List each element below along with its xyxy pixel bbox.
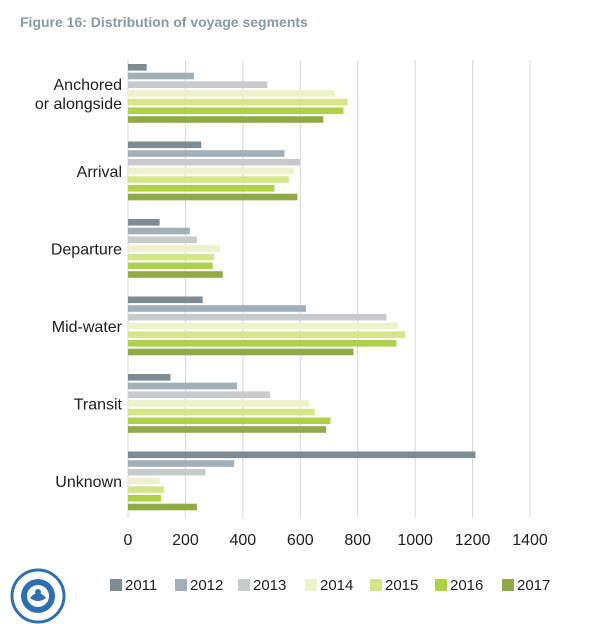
bar <box>128 400 309 407</box>
x-tick-label: 800 <box>344 532 371 549</box>
bar <box>128 486 164 493</box>
legend-label: 2011 <box>125 577 157 594</box>
bar <box>128 219 160 226</box>
x-tick-label: 400 <box>230 532 257 549</box>
bar <box>128 176 289 183</box>
bar <box>128 107 344 115</box>
bar <box>128 408 315 416</box>
bar <box>128 331 406 338</box>
x-tick-labels: 0 200 400 600 800 1000 1200 1400 <box>124 532 548 549</box>
bar <box>128 81 268 88</box>
bar <box>128 90 335 97</box>
x-tick-label: 1200 <box>455 532 491 549</box>
category-label: Arrival <box>77 164 122 181</box>
bar <box>128 451 476 459</box>
bar <box>128 305 307 312</box>
category-label: Mid-water <box>52 319 123 336</box>
bar <box>128 185 275 192</box>
bar <box>128 503 197 511</box>
chart-title: Figure 16: Distribution of voyage segmen… <box>20 14 308 30</box>
seal-logo-icon <box>10 568 66 624</box>
bar <box>128 158 301 166</box>
bar <box>128 262 213 270</box>
legend-swatch <box>110 579 122 591</box>
legend-label: 2014 <box>320 577 353 594</box>
legend-label: 2013 <box>253 577 286 594</box>
bar <box>128 340 397 347</box>
bars <box>128 64 476 511</box>
bar <box>128 382 238 390</box>
x-tick-label: 0 <box>124 532 133 549</box>
category-label: Transit <box>74 396 123 413</box>
legend-label: 2012 <box>190 577 223 594</box>
bar <box>128 245 220 252</box>
bar <box>128 348 354 356</box>
legend-label: 2016 <box>450 577 483 594</box>
bar <box>128 468 206 476</box>
legend-swatch <box>370 579 382 591</box>
bar <box>128 296 203 304</box>
bar <box>128 495 162 502</box>
bar <box>128 227 190 235</box>
bar <box>128 72 195 80</box>
legend-swatch <box>175 579 187 591</box>
legend-label: 2015 <box>385 577 418 594</box>
bar <box>128 150 285 157</box>
bar <box>128 236 197 243</box>
legend-label: 2017 <box>517 577 550 594</box>
bar <box>128 460 235 467</box>
legend-swatch <box>305 579 317 591</box>
x-tick-label: 1000 <box>397 532 433 549</box>
bar <box>128 253 215 261</box>
bar <box>128 141 202 149</box>
legend-swatch <box>502 579 514 591</box>
bar <box>128 417 331 425</box>
x-tick-label: 1400 <box>512 532 548 549</box>
legend-swatch <box>435 579 447 591</box>
category-label: Departure <box>51 241 122 258</box>
bar <box>128 271 223 278</box>
x-tick-label: 200 <box>172 532 199 549</box>
category-labels: Anchored or alongside Arrival Departure Mid-… <box>35 77 123 491</box>
bar <box>128 477 160 485</box>
bar <box>128 64 147 71</box>
x-tick-label: 600 <box>287 532 314 549</box>
bar <box>128 98 348 106</box>
grid-lines <box>127 60 531 518</box>
bar <box>128 374 171 381</box>
bar <box>128 313 387 321</box>
bar <box>128 167 295 175</box>
bar <box>128 426 327 433</box>
legend: 2011 2012 2013 2014 2015 2016 2017 <box>110 577 550 594</box>
bar <box>128 322 398 330</box>
bar <box>128 193 298 201</box>
bar <box>128 391 271 398</box>
legend-swatch <box>238 579 250 591</box>
bar <box>128 116 324 123</box>
category-label: Unknown <box>55 474 122 491</box>
category-label: Anchored or alongside <box>35 77 122 113</box>
